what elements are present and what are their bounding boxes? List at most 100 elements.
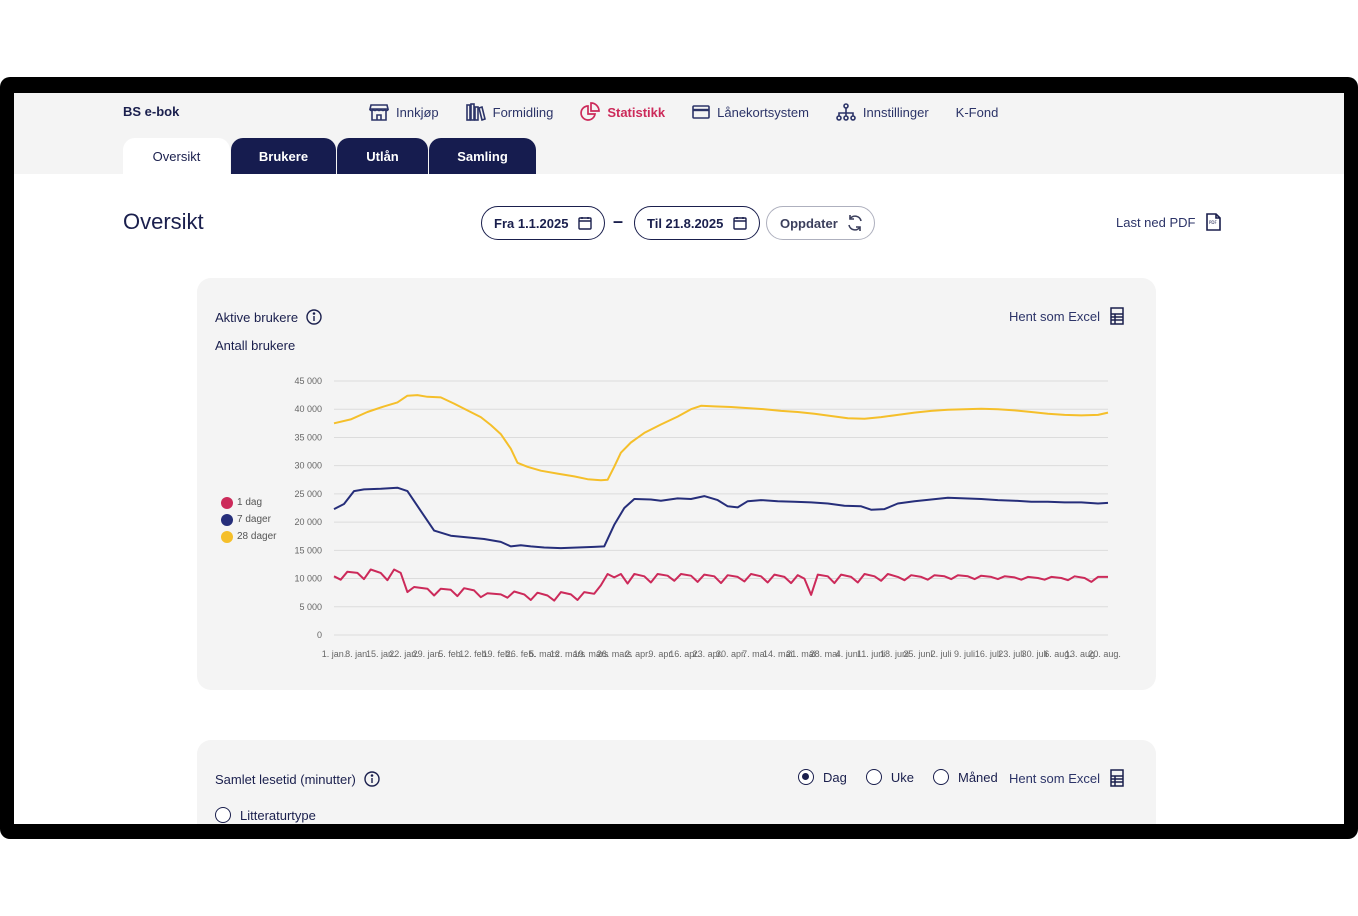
x-tick-label: 23. apr. [693,649,723,659]
x-tick-label: 5. mars [529,649,560,659]
radio-circle[interactable] [798,769,814,785]
x-tick-label: 19. mars [573,649,609,659]
active-users-title-row: Aktive brukere [215,309,322,325]
legend-item[interactable]: 28 dager [221,528,276,545]
active-users-title: Aktive brukere [215,309,299,325]
chart-legend: 1 dag 7 dager 28 dager [221,494,276,545]
excel-label: Hent som Excel [1008,770,1100,786]
tab-brukere[interactable]: Brukere [231,138,336,174]
excel-file-icon [1110,769,1124,787]
y-tick-label: 45 000 [294,376,322,386]
x-tick-label: 26. feb. [506,649,536,659]
x-tick-label: 4. juni [836,649,860,659]
tab-samling[interactable]: Samling [429,138,536,174]
radio-litteraturtype[interactable]: Litteraturtype [215,807,316,823]
info-icon[interactable] [306,309,322,325]
series-line-1-dag[interactable] [333,568,1108,602]
radio-circle[interactable] [215,807,231,823]
x-tick-label: 20. aug. [1088,649,1121,659]
hierarchy-icon [836,103,856,121]
x-tick-label: 9. juli [954,649,975,659]
nav-item-innstillinger[interactable]: Innstillinger [836,101,929,123]
main-navigation: Innkjøp Formidling Statistikk Lånekortsy… [369,101,1025,123]
reading-time-title: Samlet lesetid (minutter) [215,771,356,787]
nav-label-innstillinger: Innstillinger [862,104,929,120]
y-tick-label: 10 000 [294,574,322,584]
x-tick-label: 7. mai [742,649,767,659]
refresh-icon [848,215,862,231]
chart-y-label: Antall brukere [215,338,296,353]
x-tick-label: 21. mai [786,649,816,659]
period-radio-group: Dag Uke Måned [798,769,1017,785]
radio-label: Måned [957,769,998,785]
nav-item-k-fond[interactable]: K-Fond [956,101,999,123]
x-tick-label: 18. juni [880,649,909,659]
calendar-icon [578,217,593,230]
update-label: Oppdater [780,215,838,231]
radio-circle[interactable] [865,769,882,785]
y-tick-label: 0 [317,630,322,640]
update-button[interactable]: Oppdater [766,206,875,240]
brand-label[interactable]: BS e-bok [123,104,180,119]
legend-swatch [221,530,233,543]
radio-maned[interactable]: Måned [932,769,998,785]
y-tick-label: 40 000 [294,404,322,414]
nav-item-innkjop[interactable]: Innkjøp [369,101,439,123]
app-window: BS e-bok Innkjøp Formidling Statistikk [14,93,1344,824]
tab-utlan[interactable]: Utlån [337,138,428,174]
y-tick-label: 35 000 [294,432,322,442]
nav-item-statistikk[interactable]: Statistikk [580,101,665,123]
legend-label: 1 dag [237,497,263,508]
x-tick-label: 11. juni [857,649,885,659]
nav-label-formidling: Formidling [492,104,554,120]
nav-label-statistikk: Statistikk [607,104,666,120]
page-title: Oversikt [123,209,204,234]
section-tabs: Oversikt Brukere Utlån Samling [123,138,537,174]
excel-file-icon [1110,307,1124,325]
x-tick-label: 2. apr. [625,649,650,659]
x-tick-label: 13. aug. [1065,649,1098,659]
nav-label-lanekortsystem: Lånekortsystem [717,104,809,120]
radio-circle[interactable] [932,769,949,785]
x-tick-label: 1. jan. [322,649,347,659]
info-icon[interactable] [364,771,380,787]
reading-time-excel-link[interactable]: Hent som Excel [1009,769,1124,787]
active-users-excel-link[interactable]: Hent som Excel [1009,307,1124,325]
date-range-separator: – [613,211,624,231]
radio-label: Uke [890,769,914,785]
legend-label: 7 dager [237,514,271,525]
nav-item-lanekortsystem[interactable]: Lånekortsystem [692,101,809,123]
x-tick-label: 16. apr. [669,649,699,659]
x-tick-label: 9. apr. [648,649,673,659]
series-line-28-dager[interactable] [333,394,1109,482]
x-tick-label: 22. jan. [389,649,419,659]
nav-item-formidling[interactable]: Formidling [465,101,554,123]
y-tick-label: 30 000 [294,461,322,471]
nav-label-k-fond: K-Fond [955,104,999,120]
x-tick-label: 5. feb. [438,649,463,659]
x-tick-label: 25. juni [903,649,932,659]
x-tick-label: 29. jan. [413,649,443,659]
download-pdf-link[interactable]: Last ned PDF PDF [1116,213,1221,231]
radio-dag[interactable]: Dag [798,769,847,785]
to-date-button[interactable]: Til 21.8.2025 [634,206,761,240]
to-date-label: Til 21.8.2025 [647,215,724,231]
radio-uke[interactable]: Uke [865,769,914,785]
from-date-button[interactable]: Fra 1.1.2025 [481,206,606,240]
card-icon [692,105,710,119]
tab-oversikt[interactable]: Oversikt [123,138,230,174]
legend-item[interactable]: 7 dager [221,511,276,528]
x-tick-label: 12. feb. [459,649,489,659]
reading-time-title-row: Samlet lesetid (minutter) [215,771,380,787]
y-tick-label: 20 000 [294,517,322,527]
x-tick-label: 6. aug. [1044,649,1072,659]
nav-label-innkjop: Innkjøp [396,104,439,120]
series-line-7-dager[interactable] [333,486,1109,550]
x-tick-label: 19. feb. [482,649,512,659]
active-users-card: Aktive brukere Hent som Excel Antall bru… [197,278,1156,690]
legend-label: 28 dager [237,531,277,542]
x-tick-label: 23. juli [998,649,1024,659]
x-tick-label: 16. juli [975,649,1001,659]
legend-item[interactable]: 1 dag [221,494,276,511]
books-icon [465,103,486,121]
